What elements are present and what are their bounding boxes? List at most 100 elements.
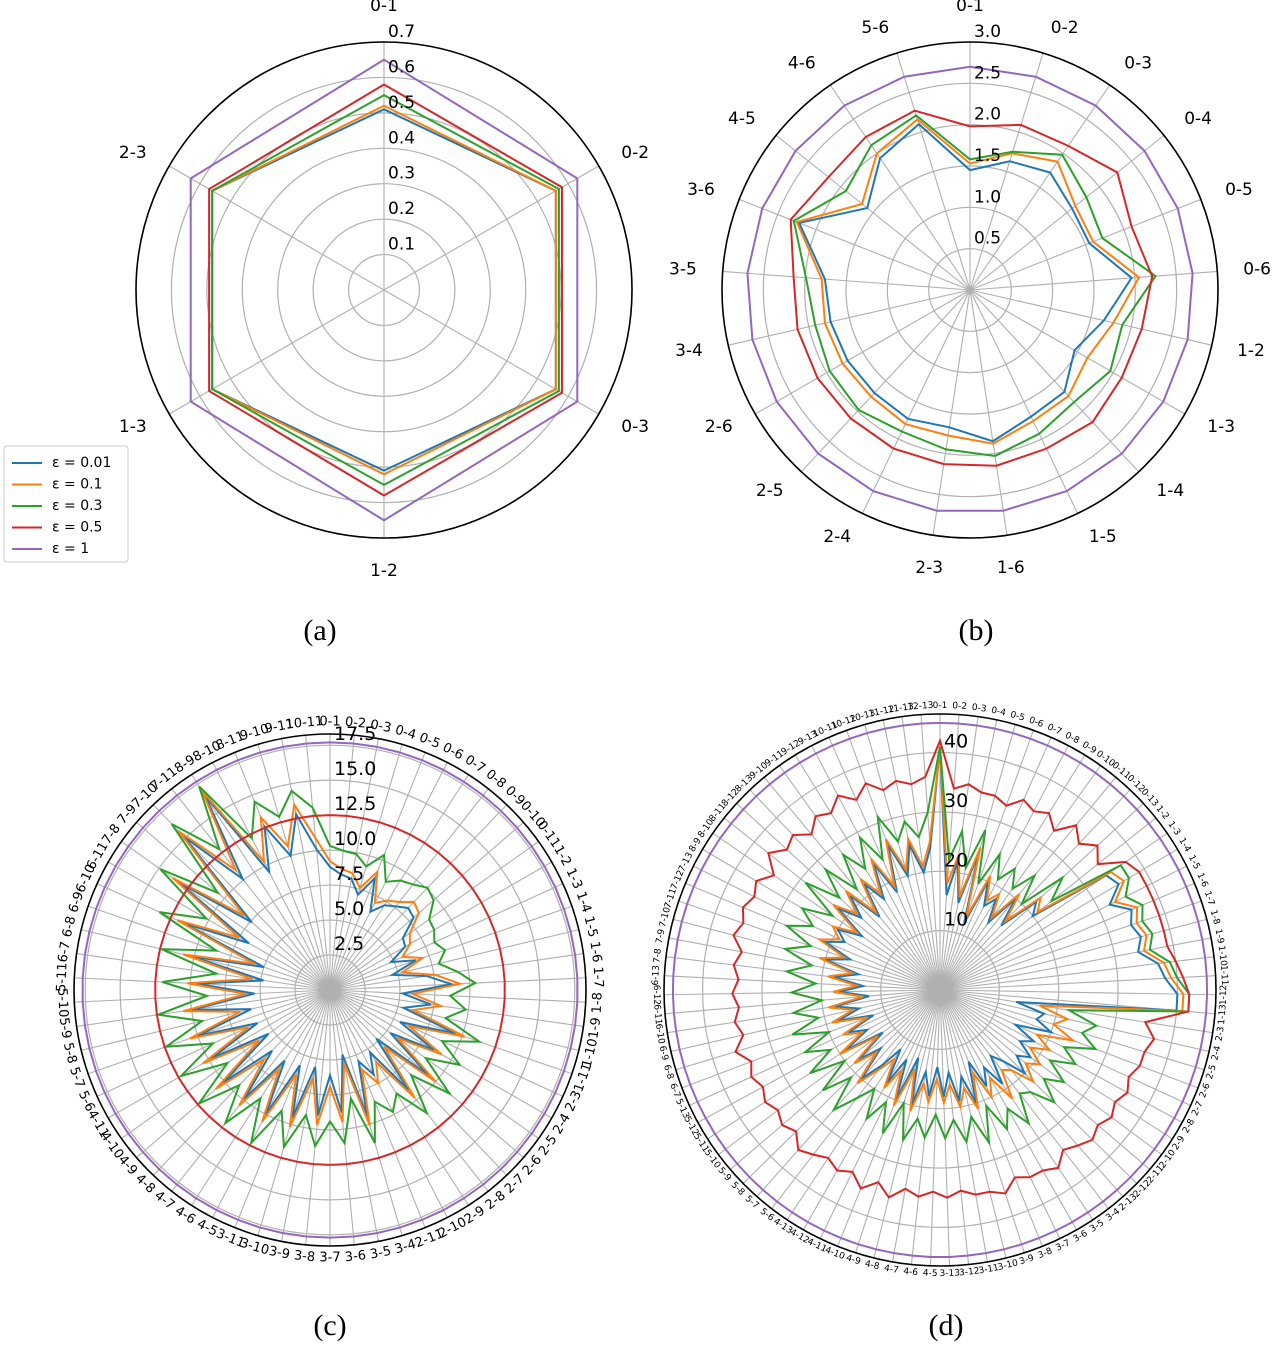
radial-tick-label: 0.3 — [388, 164, 415, 184]
category-label: 2-3 — [915, 558, 943, 578]
legend-frame — [3, 445, 129, 563]
grid-spoke — [855, 989, 941, 1253]
grid-spoke — [668, 937, 941, 991]
category-label: 0-2 — [1051, 18, 1079, 38]
category-label: 3-13 — [939, 1268, 960, 1279]
radial-tick-label: 0.2 — [388, 199, 415, 219]
radial-tick-label: 10 — [944, 909, 968, 931]
category-label: 3-10 — [997, 1258, 1019, 1273]
category-label: 3-11 — [978, 1263, 1000, 1276]
grid-spoke — [329, 841, 539, 991]
grid-spoke — [939, 817, 1157, 991]
grid-spoke — [861, 289, 971, 514]
grid-spoke — [939, 882, 1195, 991]
category-label: 5-6 — [861, 18, 889, 38]
category-label: 3-5 — [369, 1244, 393, 1263]
grid-spoke — [939, 989, 951, 1266]
category-label: 2-3 — [1215, 1026, 1227, 1042]
grid-spoke — [778, 765, 941, 991]
grid-spoke — [819, 989, 941, 1239]
grid-spoke — [305, 989, 331, 1245]
category-label: 1-10 — [580, 1037, 602, 1069]
category-label: 6-8 — [661, 1064, 675, 1081]
category-label: 4-6 — [903, 1267, 919, 1278]
series-line-3 — [782, 746, 1191, 1147]
grid-spoke — [969, 52, 1044, 291]
grid-spoke — [693, 865, 941, 991]
series-line-4 — [154, 814, 506, 1166]
grid-spoke — [697, 989, 941, 1123]
grid-spoke — [702, 848, 941, 991]
category-label: 0-5 — [1009, 710, 1026, 724]
series-line-1 — [797, 122, 1133, 443]
category-label: 10-11 — [285, 714, 324, 733]
radar-panel-a: 0.1 0.2 0.3 0.4 0.5 0.6 0.7 0-1 0-2 0-3 1-2 1-3 2-3 (… — [119, 0, 649, 647]
series-line-4 — [208, 83, 563, 497]
category-label: 0-13 — [1139, 787, 1160, 809]
grid-spoke — [939, 865, 1187, 991]
radial-tick-label: 0.6 — [388, 57, 415, 77]
grid-spoke — [681, 989, 941, 1089]
radar-panel-b: 0.5 1.0 1.5 2.0 2.5 3.0 0-1 0-2 0-3 0-4 0-5 0-6 1-2 1… — [669, 0, 1271, 647]
grid-spoke — [329, 788, 489, 991]
grid-spoke — [212, 989, 331, 1218]
grid-spoke — [939, 989, 1094, 1221]
grid-spoke — [685, 882, 941, 991]
category-label: 3-9 — [1018, 1253, 1035, 1267]
category-label: 0-4 — [393, 723, 418, 743]
category-label: 3-12 — [959, 1266, 980, 1278]
category-label: 0-1 — [933, 701, 948, 711]
polar-frame — [663, 713, 1217, 1267]
grid-spoke — [969, 84, 1111, 291]
grid-spoke — [664, 975, 941, 991]
category-label: 6-7 — [56, 940, 74, 963]
grid-spoke — [329, 821, 524, 991]
category-label: 2-5 — [1205, 1064, 1219, 1081]
grid-spoke — [763, 776, 941, 991]
radial-tick-label: 2.5 — [974, 63, 1001, 83]
category-label: 0-3 — [1124, 54, 1152, 74]
category-label: 7-9 — [655, 928, 668, 945]
category-label: 0-2 — [344, 715, 367, 732]
category-label: 3-9 — [267, 1244, 291, 1263]
radial-tick-label: 0.5 — [388, 93, 415, 113]
grid-spoke — [257, 744, 331, 991]
category-label: 4-7 — [883, 1264, 899, 1276]
series-line-5 — [671, 721, 1209, 1258]
legend-label-3: ε = 0.3 — [52, 498, 102, 514]
grid-spoke — [939, 989, 1109, 1210]
category-label: 4-8 — [864, 1259, 881, 1272]
grid-spoke — [673, 918, 941, 991]
category-label: 4-5 — [728, 109, 756, 129]
grid-spoke — [168, 289, 385, 415]
grid-spoke — [171, 989, 331, 1192]
grid-spoke — [969, 289, 1212, 346]
radial-tick-label: 12.5 — [334, 793, 376, 815]
category-label: 3-4 — [675, 341, 703, 361]
grid-spoke — [383, 165, 600, 291]
legend-label-1: ε = 0.01 — [52, 455, 111, 471]
grid-spoke — [969, 289, 1079, 514]
grid-spoke — [383, 289, 600, 415]
category-label: 1-8 — [590, 992, 606, 1014]
grid-spoke — [108, 861, 331, 991]
grid-spoke — [882, 719, 941, 991]
legend-label-4: ε = 0.5 — [52, 520, 102, 536]
panel-caption: (a) — [303, 614, 336, 647]
polar-frame — [73, 733, 587, 1247]
grid-spoke — [329, 989, 584, 1027]
series-line-3 — [154, 785, 483, 1150]
grid-spoke — [969, 198, 1202, 291]
category-label: 2-5 — [756, 481, 784, 501]
grid-spoke — [329, 861, 552, 991]
category-label: 7-8 — [652, 948, 664, 964]
grid-spoke — [939, 975, 1216, 991]
category-label: 1-5 — [581, 915, 601, 939]
category-label: 1-3 — [563, 866, 585, 892]
category-label: 1-10 — [1216, 945, 1228, 967]
grid-spoke — [969, 289, 1008, 536]
grid-spoke — [754, 289, 971, 415]
grid-spoke — [892, 989, 941, 1262]
grid-spoke — [329, 735, 355, 991]
series-line-3 — [792, 114, 1157, 457]
